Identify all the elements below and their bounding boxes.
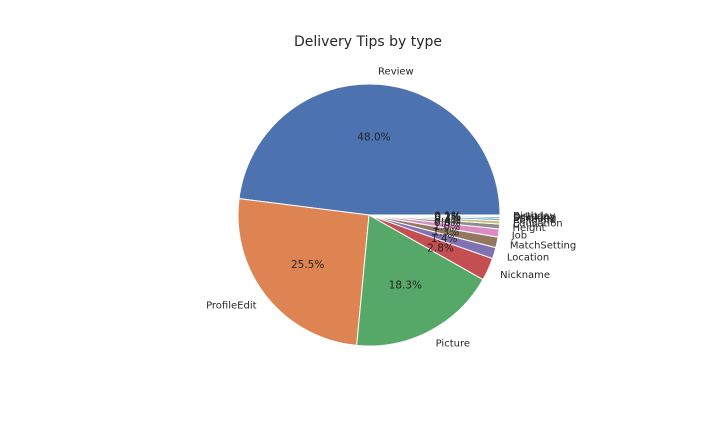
slice-label-location: Location bbox=[507, 252, 549, 263]
slice-pct-height: 0.6% bbox=[434, 217, 461, 229]
slice-pct-birthday: 0.1% bbox=[434, 210, 461, 222]
slice-label-birthday: Birthday bbox=[513, 211, 555, 222]
pie-slice-birthday bbox=[368, 214, 501, 217]
slice-label-height: Height bbox=[513, 223, 546, 234]
slice-label-picture: Picture bbox=[436, 338, 470, 349]
slice-label-drinking: Drinking bbox=[513, 212, 555, 223]
pie-slice-picture bbox=[356, 214, 484, 347]
slice-label-religion: Religion bbox=[513, 215, 553, 226]
slice-label-profile-edit: ProfileEdit bbox=[206, 301, 257, 312]
pie-slice-profile-edit bbox=[237, 198, 370, 346]
slice-pct-nickname: 2.8% bbox=[427, 243, 454, 255]
pie-slice-review bbox=[238, 83, 501, 216]
slice-pct-picture: 18.3% bbox=[389, 280, 422, 292]
slice-label-match-setting: MatchSetting bbox=[510, 241, 576, 252]
slice-label-smoking: Smoking bbox=[513, 213, 556, 224]
slice-label-education: Education bbox=[513, 219, 563, 230]
pie-labels: Review 48.0% ProfileEdit 25.5% Picture 18.3% N… bbox=[206, 67, 576, 350]
slice-label-job: Job bbox=[511, 230, 527, 241]
slice-pct-smoking: 0.2% bbox=[434, 211, 461, 223]
slice-pct-profile-edit: 25.5% bbox=[291, 259, 324, 271]
slice-pct-location: 1.4% bbox=[431, 233, 458, 245]
slice-pct-education: 0.4% bbox=[434, 214, 461, 226]
slice-label-review: Review bbox=[378, 67, 414, 78]
slice-label-nickname: Nickname bbox=[500, 270, 550, 281]
slice-pct-job: 1.0% bbox=[434, 221, 461, 233]
slice-pct-match-setting: 1.3% bbox=[433, 226, 460, 238]
pie-slices bbox=[237, 83, 501, 347]
slice-pct-drinking: 0.1% bbox=[434, 211, 461, 223]
slice-pct-religion: 0.3% bbox=[434, 213, 461, 225]
slice-pct-review: 48.0% bbox=[357, 132, 390, 144]
chart-title: Delivery Tips by type bbox=[294, 34, 442, 50]
